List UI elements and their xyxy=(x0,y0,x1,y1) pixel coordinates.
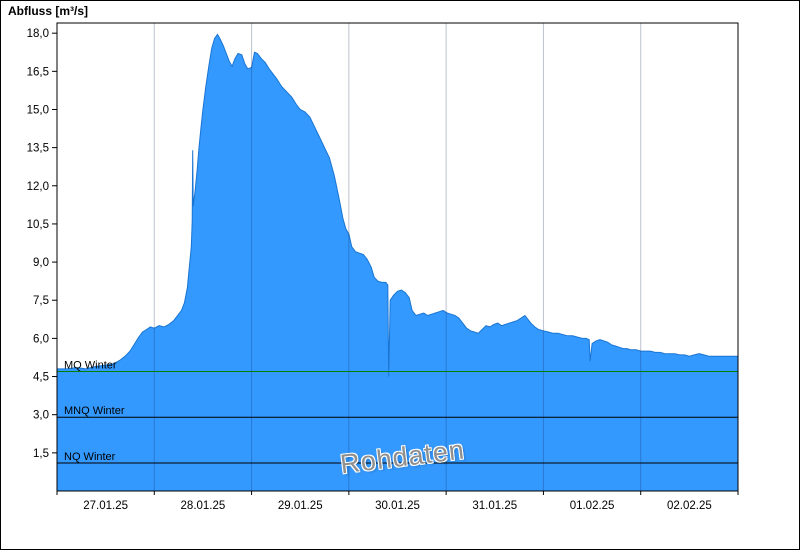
svg-text:02.02.25: 02.02.25 xyxy=(667,500,712,512)
svg-text:15,0: 15,0 xyxy=(27,104,49,116)
svg-text:28.01.25: 28.01.25 xyxy=(181,500,226,512)
svg-text:1,5: 1,5 xyxy=(33,448,49,460)
svg-text:13,5: 13,5 xyxy=(27,143,49,155)
svg-text:4,5: 4,5 xyxy=(33,372,49,384)
svg-text:01.02.25: 01.02.25 xyxy=(570,500,615,512)
svg-text:30.01.25: 30.01.25 xyxy=(375,500,420,512)
svg-text:29.01.25: 29.01.25 xyxy=(278,500,323,512)
svg-text:27.01.25: 27.01.25 xyxy=(83,500,128,512)
svg-text:NQ Winter: NQ Winter xyxy=(64,451,116,463)
svg-text:7,5: 7,5 xyxy=(33,295,49,307)
chart-title: Abfluss [m³/s] xyxy=(8,4,89,18)
svg-text:9,0: 9,0 xyxy=(33,257,49,269)
svg-text:31.01.25: 31.01.25 xyxy=(472,500,517,512)
svg-text:MNQ Winter: MNQ Winter xyxy=(64,405,125,417)
svg-text:12,0: 12,0 xyxy=(27,181,49,193)
svg-text:MQ Winter: MQ Winter xyxy=(64,359,117,371)
svg-text:10,5: 10,5 xyxy=(27,219,49,231)
svg-text:3,0: 3,0 xyxy=(33,410,49,422)
svg-text:6,0: 6,0 xyxy=(33,333,49,345)
svg-text:18,0: 18,0 xyxy=(27,28,49,40)
svg-text:16,5: 16,5 xyxy=(27,66,49,78)
